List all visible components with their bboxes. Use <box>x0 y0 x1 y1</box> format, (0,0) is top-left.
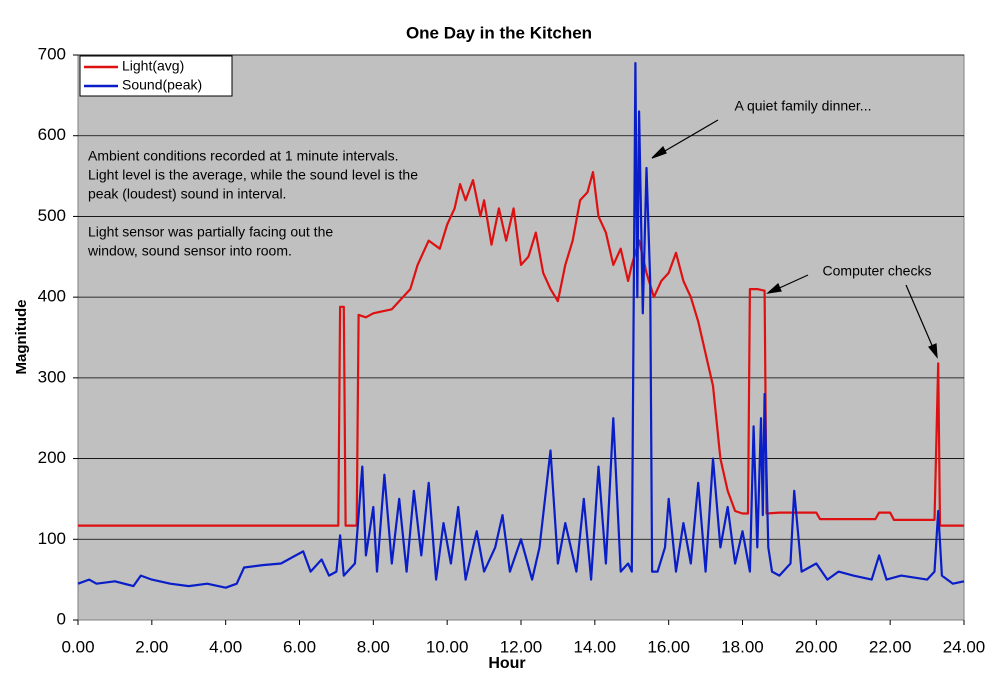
annotation: peak (loudest) sound in interval. <box>88 186 286 202</box>
annotation: window, sound sensor into room. <box>87 243 292 259</box>
annotation: Light level is the average, while the so… <box>88 167 418 183</box>
series-line <box>77 62 965 589</box>
arrowhead <box>766 282 782 294</box>
y-tick-label: 200 <box>38 448 66 467</box>
x-tick-label: 12.00 <box>500 637 543 656</box>
x-tick-label: 6.00 <box>283 637 316 656</box>
y-tick-label: 400 <box>38 287 66 306</box>
y-axis-label: Magnitude <box>13 300 30 375</box>
legend-box <box>79 55 233 97</box>
arrows <box>651 119 938 359</box>
x-tick-label: 22.00 <box>869 637 912 656</box>
x-tick-label: 0.00 <box>61 637 94 656</box>
chart-title: One Day in the Kitchen <box>406 23 592 42</box>
plot-area <box>77 54 965 621</box>
y-tick-label: 300 <box>38 367 66 386</box>
y-tick-label: 600 <box>38 125 66 144</box>
x-tick-label: 14.00 <box>574 637 617 656</box>
y-tick-label: 500 <box>38 206 66 225</box>
series-line <box>78 170 964 527</box>
arrow <box>657 119 719 156</box>
x-tick-label: 10.00 <box>426 637 469 656</box>
arrow <box>905 284 935 351</box>
annotation: Ambient conditions recorded at 1 minute … <box>88 148 399 164</box>
legend: Light(avg) Sound(peak) <box>79 55 233 97</box>
x-tick-label: 8.00 <box>357 637 390 656</box>
x-tick-label: 16.00 <box>647 637 690 656</box>
x-axis-label: Hour <box>488 655 525 672</box>
annotation: Computer checks <box>823 263 932 279</box>
x-tick-label: 18.00 <box>721 637 764 656</box>
legend-label: Sound(peak) <box>122 77 202 93</box>
x-tick-label: 4.00 <box>209 637 242 656</box>
x-tick-label: 24.00 <box>943 637 986 656</box>
y-tick-label: 700 <box>38 44 66 63</box>
x-tick-label: 20.00 <box>795 637 838 656</box>
arrowhead <box>928 343 938 359</box>
arrowhead <box>651 145 667 159</box>
legend-label: Light(avg) <box>122 58 184 74</box>
arrow <box>774 274 809 291</box>
x-tick-label: 2.00 <box>135 637 168 656</box>
annotation: Light sensor was partially facing out th… <box>88 224 333 240</box>
annotation: A quiet family dinner... <box>735 98 872 114</box>
y-tick-label: 100 <box>38 529 66 548</box>
y-tick-label: 0 <box>57 609 66 628</box>
